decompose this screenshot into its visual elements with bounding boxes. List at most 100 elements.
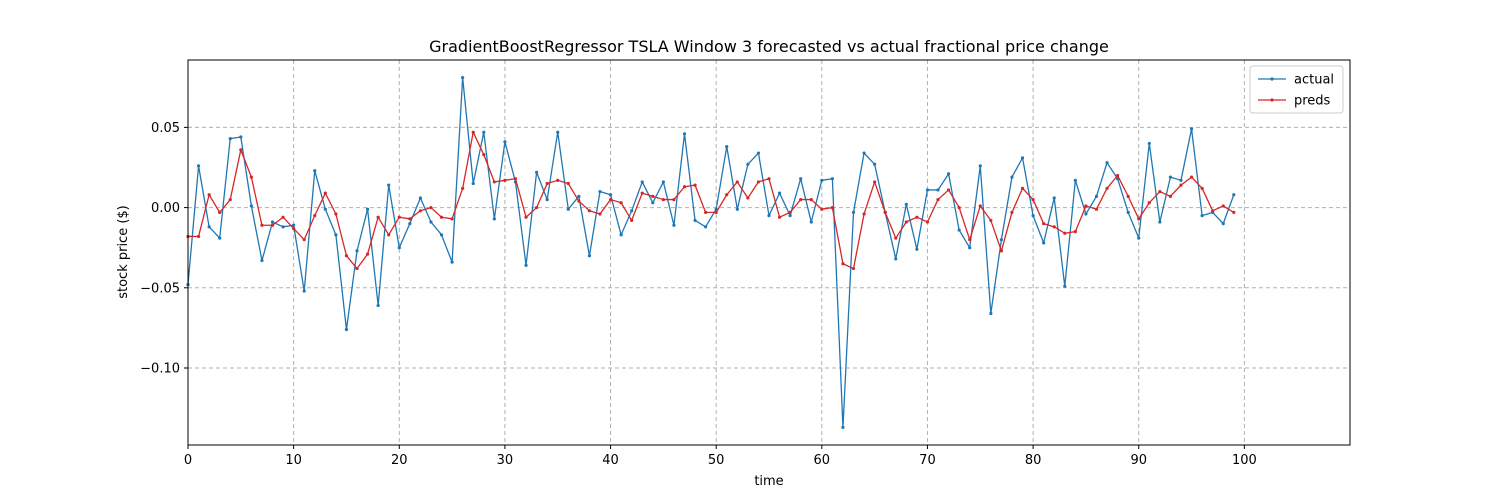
actual-point [820,178,824,182]
actual-point [1063,284,1067,288]
legend-box [1249,65,1344,114]
preds-point [545,181,549,186]
actual-point [682,132,687,136]
y-tick-label: 0.00 [151,201,180,216]
preds-point [894,236,898,240]
actual-point [313,169,317,173]
actual-point [376,303,380,308]
actual-point [535,170,539,174]
actual-point [946,172,951,176]
actual-point [344,327,349,332]
preds-point [524,215,528,219]
preds-point [397,215,401,219]
preds-point [630,218,634,223]
actual-point [334,233,338,237]
actual-point [228,137,232,141]
preds-point [989,218,993,223]
actual-point [809,220,813,224]
actual-point [1137,236,1141,240]
actual-point [1179,178,1183,182]
x-tick-label: 10 [285,453,302,468]
preds-point [281,215,285,219]
legend-label-actual: actual [1294,73,1334,88]
preds-point [292,226,296,231]
actual-point [1126,210,1130,214]
preds-point [355,266,359,271]
actual-point [418,196,422,200]
actual-point [693,218,697,223]
preds-point [535,205,539,210]
preds-point [365,252,370,256]
preds-point [851,266,856,271]
preds-point [218,210,222,214]
preds-point [482,153,486,157]
preds-point [725,193,729,197]
legend-item-preds: preds [1258,94,1331,109]
actual-point [545,197,549,202]
preds-point [196,234,201,239]
preds-point [978,204,982,208]
preds-point [439,215,444,219]
preds-point [1042,222,1046,226]
preds-point [471,130,475,134]
actual-point [355,249,359,253]
preds-point [302,238,306,242]
preds-point [841,262,845,266]
actual-point [387,183,391,187]
legend: actual preds [1249,65,1344,114]
actual-point [598,189,602,194]
actual-point [756,151,761,155]
actual-point [429,220,433,224]
actual-point [704,225,708,229]
preds-point [714,210,718,214]
actual-point [270,220,275,224]
actual-point [767,214,771,218]
actual-point [503,140,507,144]
actual-point [218,236,222,240]
preds-point [577,199,581,203]
actual-point [894,257,898,261]
preds-point [587,209,592,213]
actual-point [989,311,993,316]
preds-point [957,205,961,210]
preds-point [862,212,866,216]
series-actual [186,76,1236,429]
actual-point [830,177,834,181]
legend-marker-preds [1270,98,1274,102]
preds-point [756,180,761,184]
actual-point [1147,141,1151,146]
preds-point [968,238,972,242]
actual-point [661,180,665,184]
actual-point [978,164,982,168]
preds-point [809,197,813,202]
actual-point [799,177,803,181]
preds-point [1105,186,1109,190]
preds-point [693,183,697,187]
actual-point [397,246,401,250]
preds-point [704,210,708,214]
actual-point [323,207,327,211]
actual-point [482,130,486,134]
preds-point [767,177,771,181]
actual-point [735,207,739,211]
preds-point [429,205,433,210]
x-tick-label: 90 [1130,453,1147,468]
chart-title: GradientBoostRegressor TSLA Window 3 for… [429,37,1109,56]
preds-point [1179,183,1183,187]
x-tick-label: 50 [708,453,725,468]
actual-line [187,77,1235,429]
actual-point [915,247,919,251]
actual-point [408,222,412,226]
actual-point [1105,161,1109,165]
preds-point [735,180,739,184]
actual-point [608,193,613,197]
preds-point [450,217,454,221]
preds-point [608,197,613,202]
actual-point [1042,241,1046,245]
preds-point [883,210,887,214]
preds-point [556,178,560,182]
actual-point [365,207,370,211]
actual-point [651,201,655,205]
actual-point [587,254,592,258]
